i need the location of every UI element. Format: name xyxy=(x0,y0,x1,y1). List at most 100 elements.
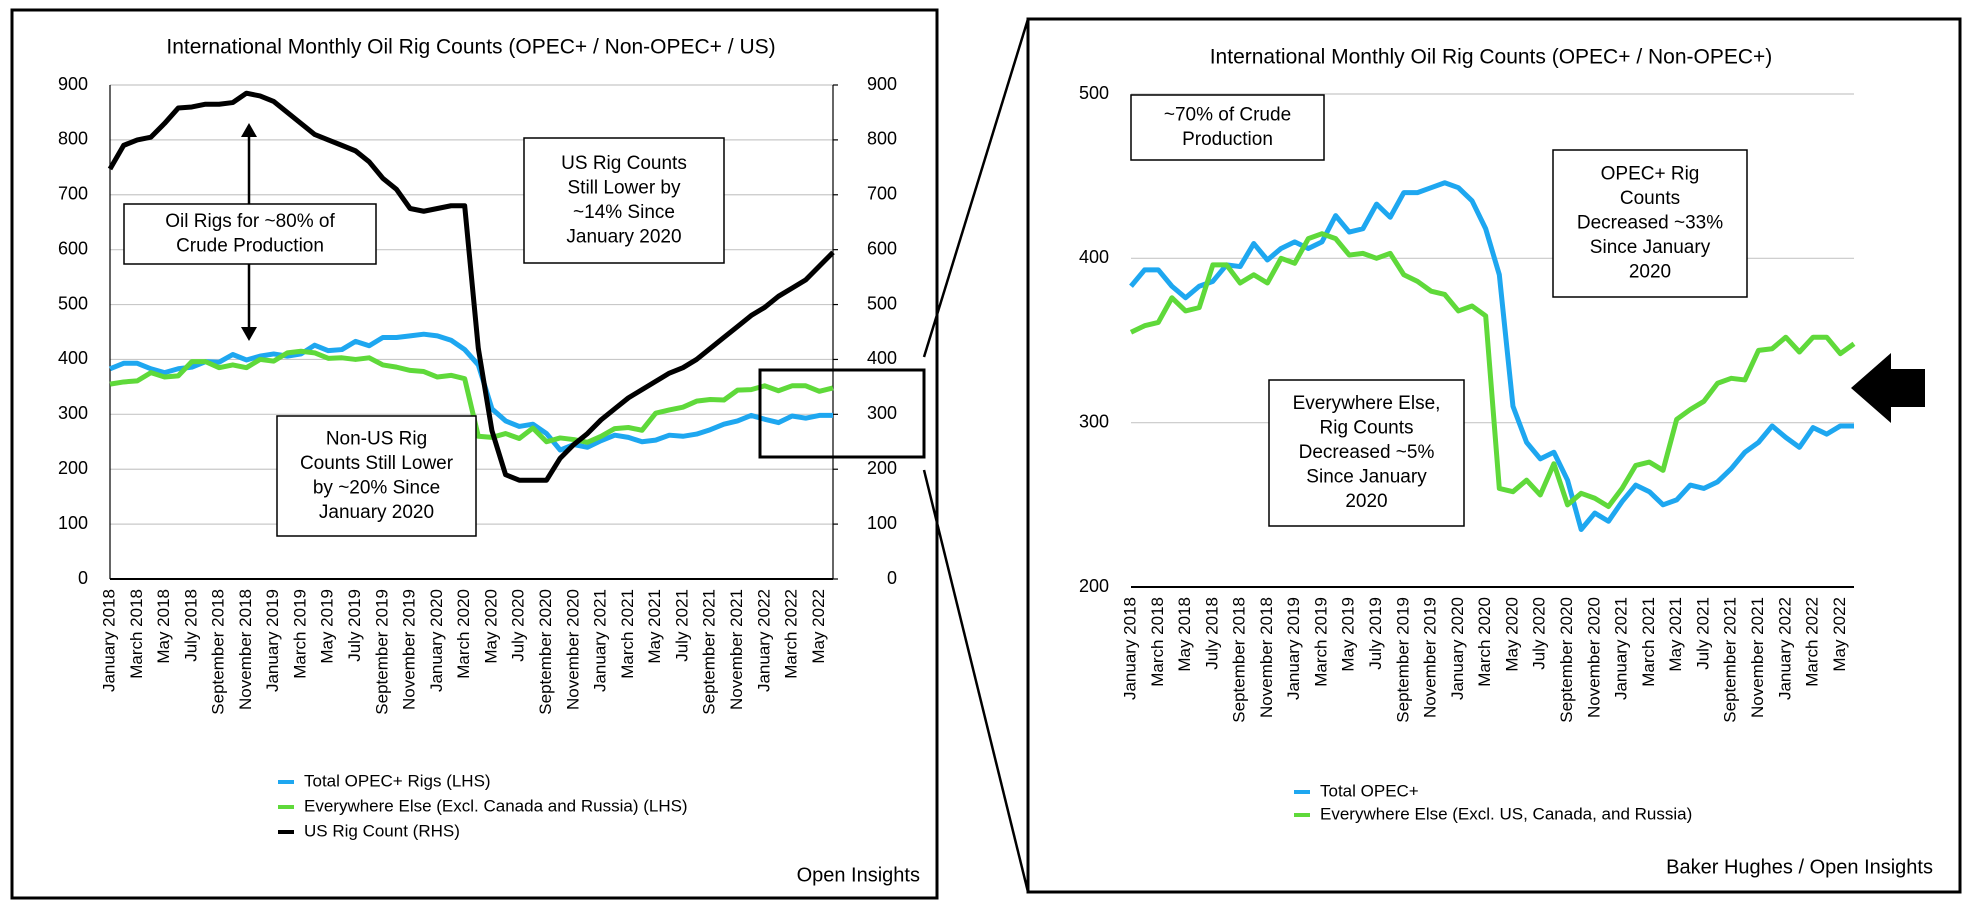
x-tick-label: July 2019 xyxy=(345,589,364,662)
x-tick-label: September 2021 xyxy=(700,589,719,715)
annotation-text: Counts Still Lower xyxy=(300,453,454,474)
annotation-box xyxy=(1552,149,1748,298)
y2-tick-label: 700 xyxy=(867,184,897,204)
x-tick-label: March 2018 xyxy=(127,589,146,679)
annotation-text: Decreased ~5% xyxy=(1299,442,1435,463)
x-tick-label: May 2018 xyxy=(1175,597,1194,672)
x-tick-label: January 2019 xyxy=(263,589,282,692)
annotation-text: Non-US Rig xyxy=(326,428,427,449)
y2-tick-label: 800 xyxy=(867,129,897,149)
x-tick-label: September 2019 xyxy=(372,589,391,715)
y-tick-label: 200 xyxy=(1079,576,1109,596)
x-tick-label: March 2021 xyxy=(618,589,637,679)
y2-tick-label: 400 xyxy=(867,348,897,368)
x-tick-label: January 2019 xyxy=(1284,597,1303,700)
y2-tick-label: 500 xyxy=(867,293,897,313)
x-tick-label: May 2021 xyxy=(645,589,664,664)
x-tick-label: July 2021 xyxy=(672,589,691,662)
x-tick-label: May 2018 xyxy=(154,589,173,664)
x-tick-label: March 2020 xyxy=(1475,597,1494,687)
y2-tick-label: 300 xyxy=(867,403,897,423)
series-line xyxy=(1129,231,1856,509)
annotation-text: Since January xyxy=(1306,467,1427,488)
annotation-box xyxy=(1268,379,1465,527)
series-line xyxy=(107,90,835,483)
annotation-text: January 2020 xyxy=(319,502,434,523)
x-tick-label: January 2018 xyxy=(1120,597,1139,700)
annotation-text: Decreased ~33% xyxy=(1577,213,1723,234)
x-tick-label: May 2019 xyxy=(1339,597,1358,672)
annotation-text: US Rig Counts xyxy=(561,153,687,174)
y-tick-label: 0 xyxy=(78,568,88,588)
y-tick-label: 700 xyxy=(58,184,88,204)
x-tick-label: November 2018 xyxy=(236,589,255,710)
annotation-text: Crude Production xyxy=(176,235,324,256)
annotation-text: 2020 xyxy=(1345,491,1387,512)
annotation-text: Since January xyxy=(1590,237,1711,258)
annotation-text: 2020 xyxy=(1629,262,1671,283)
x-tick-label: September 2020 xyxy=(1557,597,1576,723)
right-panel-border xyxy=(1026,17,1962,894)
x-tick-label: March 2018 xyxy=(1148,597,1167,687)
x-tick-label: September 2020 xyxy=(536,589,555,715)
x-tick-label: May 2019 xyxy=(318,589,337,664)
x-tick-label: May 2021 xyxy=(1666,597,1685,672)
annotation-text: Still Lower by xyxy=(568,177,681,198)
arrow-head xyxy=(241,327,257,341)
y-tick-label: 400 xyxy=(1079,247,1109,267)
x-tick-label: November 2021 xyxy=(727,589,746,710)
y2-tick-label: 0 xyxy=(887,568,897,588)
chart-title: International Monthly Oil Rig Counts (OP… xyxy=(166,36,775,59)
legend-label: Everywhere Else (Excl. Canada and Russia… xyxy=(304,796,688,815)
y-tick-label: 900 xyxy=(58,74,88,94)
x-tick-label: January 2020 xyxy=(427,589,446,692)
x-tick-label: July 2018 xyxy=(1202,597,1221,670)
x-tick-label: September 2018 xyxy=(1230,597,1249,723)
x-tick-label: March 2019 xyxy=(290,589,309,679)
series-line xyxy=(1129,180,1854,532)
x-tick-label: March 2021 xyxy=(1639,597,1658,687)
legend-label: Total OPEC+ Rigs (LHS) xyxy=(304,771,491,790)
x-tick-label: November 2020 xyxy=(1584,597,1603,718)
y-tick-label: 200 xyxy=(58,458,88,478)
annotation-text: Rig Counts xyxy=(1320,418,1414,439)
annotation-text: January 2020 xyxy=(566,226,681,247)
annotation-text: ~14% Since xyxy=(573,202,675,223)
x-tick-label: January 2018 xyxy=(99,589,118,692)
y2-tick-label: 900 xyxy=(867,74,897,94)
x-tick-label: September 2021 xyxy=(1721,597,1740,723)
annotation-box xyxy=(123,203,377,265)
x-tick-label: May 2022 xyxy=(809,589,828,664)
x-tick-label: March 2022 xyxy=(1803,597,1822,687)
x-tick-label: March 2022 xyxy=(782,589,801,679)
x-tick-label: November 2021 xyxy=(1748,597,1767,718)
source-note: Open Insights xyxy=(797,864,920,886)
x-tick-label: March 2019 xyxy=(1311,597,1330,687)
left-panel-border xyxy=(10,8,939,900)
y-tick-label: 600 xyxy=(58,238,88,258)
x-tick-label: November 2020 xyxy=(563,589,582,710)
annotation-text: by ~20% Since xyxy=(313,477,440,498)
x-tick-label: January 2022 xyxy=(1775,597,1794,700)
x-tick-label: January 2021 xyxy=(591,589,610,692)
y2-tick-label: 100 xyxy=(867,513,897,533)
x-tick-label: September 2018 xyxy=(209,589,228,715)
series-line xyxy=(109,348,834,445)
x-tick-label: January 2020 xyxy=(1448,597,1467,700)
x-tick-label: March 2020 xyxy=(454,589,473,679)
chart-title: International Monthly Oil Rig Counts (OP… xyxy=(1210,46,1773,69)
x-tick-label: May 2022 xyxy=(1830,597,1849,672)
x-tick-label: November 2019 xyxy=(400,589,419,710)
annotation-box xyxy=(276,415,477,537)
x-tick-label: July 2021 xyxy=(1693,597,1712,670)
source-note: Baker Hughes / Open Insights xyxy=(1666,856,1933,878)
legend-label: Everywhere Else (Excl. US, Canada, and R… xyxy=(1320,804,1692,823)
series-line xyxy=(109,331,833,453)
x-tick-label: November 2018 xyxy=(1257,597,1276,718)
x-tick-label: January 2022 xyxy=(754,589,773,692)
y-tick-label: 400 xyxy=(58,348,88,368)
zoom-connector xyxy=(922,469,1030,893)
annotation-text: OPEC+ Rig xyxy=(1601,164,1700,185)
zoom-box xyxy=(758,368,926,459)
